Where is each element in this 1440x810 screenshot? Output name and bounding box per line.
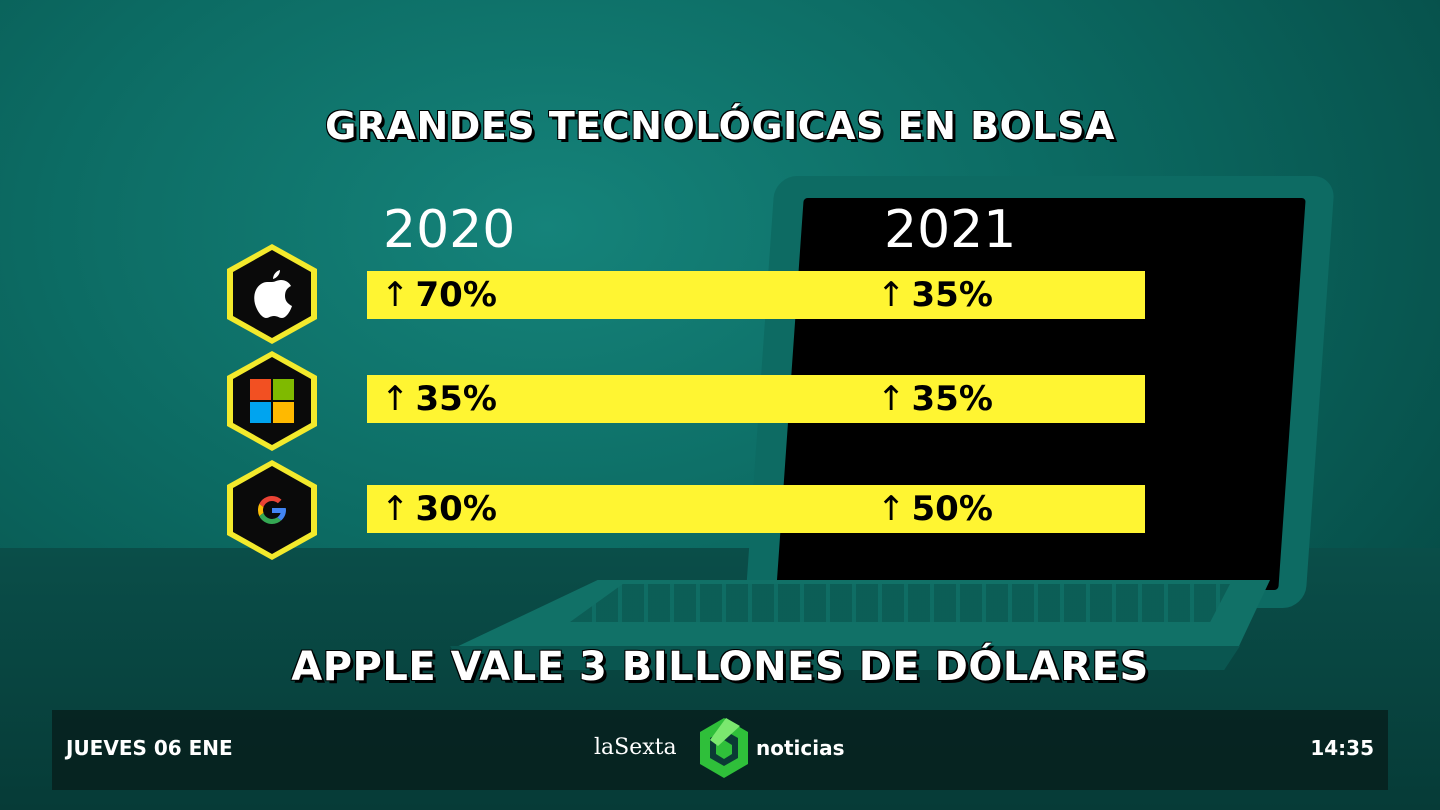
- laptop-front-edge: [450, 646, 1240, 670]
- laptop-keyboard: [570, 584, 1230, 622]
- apple-2020-percent: 70%: [415, 275, 497, 315]
- apple-2021-percent: 35%: [911, 275, 993, 315]
- microsoft-2020-value: ↑ 35%: [381, 379, 497, 419]
- apple-2021-value: ↑ 35%: [877, 275, 993, 315]
- ticker-date: JUEVES 06 ENE: [66, 736, 233, 760]
- up-arrow-icon: ↑: [877, 489, 906, 529]
- row-google-bar: ↑ 30% ↑ 50%: [367, 485, 1145, 533]
- google-2020-value: ↑ 30%: [381, 489, 497, 529]
- ticker-time: 14:35: [1310, 736, 1374, 760]
- row-microsoft-bar: ↑ 35% ↑ 35%: [367, 375, 1145, 423]
- year-2021-label: 2021: [884, 200, 1017, 260]
- google-hexagon: [227, 460, 317, 560]
- apple-hexagon: [227, 244, 317, 344]
- up-arrow-icon: ↑: [381, 489, 410, 529]
- apple-logo-icon: [254, 270, 292, 318]
- microsoft-2021-value: ↑ 35%: [877, 379, 993, 419]
- row-apple-bar: ↑ 70% ↑ 35%: [367, 271, 1145, 319]
- up-arrow-icon: ↑: [381, 275, 410, 315]
- brand-noticias: noticias: [756, 736, 845, 760]
- microsoft-2020-percent: 35%: [415, 379, 497, 419]
- brand-lasexta: laSexta: [594, 735, 677, 760]
- apple-2020-value: ↑ 70%: [381, 275, 497, 315]
- graphic-title: GRANDES TECNOLÓGICAS EN BOLSA: [325, 104, 1115, 148]
- google-logo-icon: [257, 495, 286, 525]
- microsoft-2021-percent: 35%: [911, 379, 993, 419]
- google-2021-percent: 50%: [911, 489, 993, 529]
- google-2020-percent: 30%: [415, 489, 497, 529]
- google-2021-value: ↑ 50%: [877, 489, 993, 529]
- news-ticker-bar: JUEVES 06 ENE laSexta noticias 14:35: [52, 710, 1388, 790]
- microsoft-hexagon: [227, 351, 317, 451]
- year-2020-label: 2020: [383, 200, 516, 260]
- up-arrow-icon: ↑: [877, 379, 906, 419]
- up-arrow-icon: ↑: [381, 379, 410, 419]
- up-arrow-icon: ↑: [877, 275, 906, 315]
- headline: APPLE VALE 3 BILLONES DE DÓLARES: [291, 644, 1149, 690]
- lasexta-6-logo-icon: [700, 718, 748, 778]
- microsoft-logo-icon: [250, 379, 294, 423]
